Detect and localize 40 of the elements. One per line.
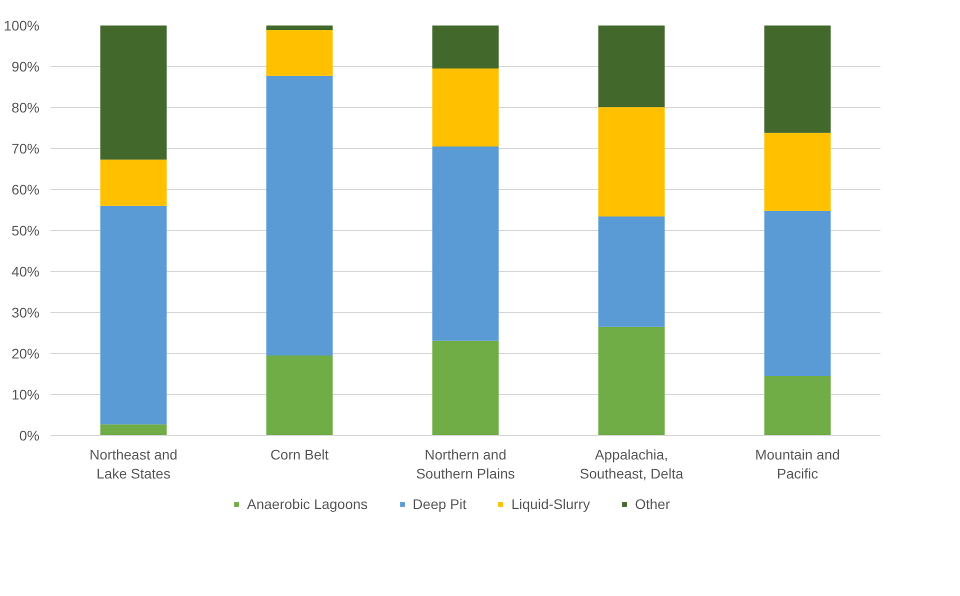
x-tick-label: Northeast and Lake States <box>90 446 178 482</box>
y-tick-label: 40% <box>11 264 40 280</box>
bar <box>266 76 333 356</box>
legend-label: Anaerobic Lagoons <box>247 496 368 512</box>
bar <box>764 132 831 211</box>
legend-label: Deep Pit <box>412 496 466 512</box>
x-tick-label: Appalachia, Southeast, Delta <box>580 446 684 482</box>
y-tick-label: 100% <box>4 18 40 34</box>
bar <box>598 326 665 436</box>
bar <box>764 210 831 376</box>
y-tick-label: 30% <box>11 304 40 320</box>
bar <box>432 68 499 146</box>
y-tick-label: 60% <box>11 182 40 198</box>
bar <box>100 26 167 160</box>
y-tick-label: 0% <box>19 428 40 444</box>
x-tick-label: Mountain and Pacific <box>755 446 840 482</box>
bar <box>100 206 167 424</box>
bar <box>764 376 831 436</box>
bar <box>432 340 499 436</box>
bar <box>100 160 167 206</box>
y-tick-label: 20% <box>11 346 40 362</box>
bar <box>764 26 831 133</box>
bar <box>432 26 499 69</box>
y-tick-label: 10% <box>11 386 40 402</box>
bar <box>100 424 167 436</box>
bar <box>432 146 499 341</box>
y-tick-label: 90% <box>11 58 40 74</box>
bar <box>598 216 665 327</box>
bar <box>266 30 333 76</box>
bar <box>598 107 665 217</box>
legend-label: Other <box>634 496 670 512</box>
y-tick-label: 80% <box>11 100 40 116</box>
bar <box>266 356 333 436</box>
x-tick-label: Northern and Southern Plains <box>416 446 515 482</box>
bar <box>598 26 665 108</box>
x-tick-label: Corn Belt <box>270 446 329 462</box>
bar <box>266 26 333 30</box>
legend-label: Liquid-Slurry <box>511 496 590 512</box>
y-tick-label: 50% <box>11 222 40 238</box>
y-tick-label: 70% <box>11 140 40 156</box>
